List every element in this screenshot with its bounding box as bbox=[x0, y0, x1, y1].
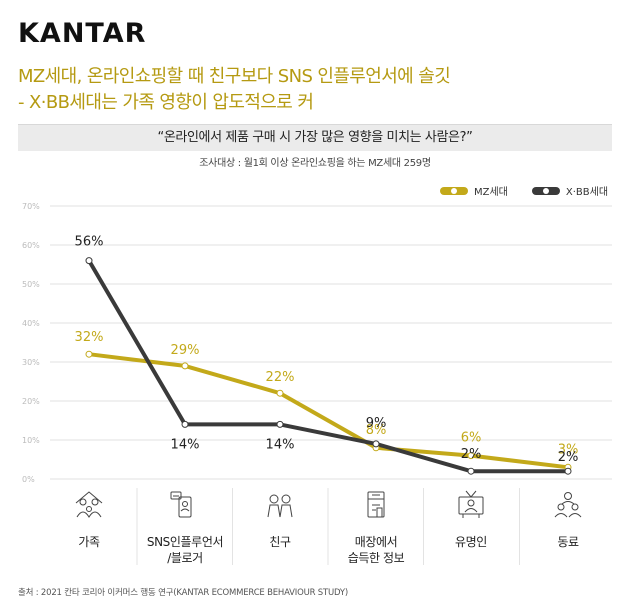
x-tick-label: 유명인 bbox=[421, 534, 521, 550]
x-tick-label-line: 유명인 bbox=[455, 535, 487, 549]
data-point bbox=[467, 467, 475, 475]
data-point bbox=[564, 467, 572, 475]
kantar-logo: KANTAR bbox=[18, 18, 147, 49]
y-tick-label: 0% bbox=[22, 475, 35, 484]
headline: MZ세대, 온라인쇼핑할 때 친구보다 SNS 인플루언서에 솔깃 - X·BB… bbox=[18, 64, 618, 116]
legend-item-mz: MZ세대 bbox=[440, 183, 508, 198]
x-tick-label: 친구 bbox=[230, 534, 330, 550]
question-banner: “온라인에서 제품 구매 시 가장 많은 영향을 미치는 사람은?” bbox=[18, 124, 612, 151]
x-tick-label-line: /블로거 bbox=[167, 551, 203, 565]
legend-swatch-xbb bbox=[531, 186, 560, 195]
data-label: 14% bbox=[266, 437, 295, 452]
survey-note: 조사대상 : 월1회 이상 온라인쇼핑을 하는 MZ세대 259명 bbox=[199, 158, 431, 169]
influencer-phone-icon bbox=[170, 491, 192, 518]
legend-swatch-mz bbox=[440, 186, 468, 195]
x-tick-label-line: 친구 bbox=[269, 535, 291, 549]
data-label: 9% bbox=[366, 416, 387, 431]
y-tick-label: 20% bbox=[22, 397, 40, 406]
data-label: 2% bbox=[461, 447, 482, 462]
celebrity-tv-icon bbox=[458, 490, 484, 518]
data-point bbox=[276, 389, 284, 397]
headline-line2: - X·BB세대는 가족 영향이 압도적으로 커 bbox=[18, 92, 314, 113]
series-line bbox=[87, 258, 570, 474]
chart-legend: MZ세대 X·BB세대 bbox=[440, 183, 608, 198]
y-tick-label: 60% bbox=[22, 241, 40, 250]
data-label: 22% bbox=[266, 370, 295, 385]
y-tick-label: 30% bbox=[22, 358, 40, 367]
x-tick-label-line: 동료 bbox=[557, 535, 579, 549]
line-chart: 0% 10% 20% 30% 40% 50% 60% 70% 32% 29% 22% 8% 6% 3% 56… bbox=[22, 202, 612, 565]
friends-icon bbox=[267, 494, 293, 518]
data-point bbox=[181, 362, 189, 370]
family-icon bbox=[75, 491, 103, 518]
y-tick-label: 70% bbox=[22, 202, 40, 211]
store-info-icon bbox=[367, 491, 385, 518]
data-point bbox=[372, 440, 380, 448]
x-tick-label-line: SNS인플루언서 bbox=[146, 535, 224, 549]
legend-label-mz: MZ세대 bbox=[474, 187, 508, 198]
x-tick-label: SNS인플루언서/블로거 bbox=[135, 534, 235, 566]
data-label: 14% bbox=[171, 437, 200, 452]
x-tick-label: 가족 bbox=[39, 534, 139, 550]
data-point bbox=[85, 257, 93, 265]
data-point bbox=[467, 452, 475, 460]
y-tick-label: 50% bbox=[22, 280, 40, 289]
x-tick-label-line: 가족 bbox=[78, 535, 100, 549]
data-point bbox=[181, 420, 189, 428]
x-tick-label-line: 매장에서 bbox=[354, 535, 398, 549]
source-note: 출처 : 2021 칸타 코리아 이커머스 행동 연구(KANTAR ECOMM… bbox=[18, 588, 349, 598]
series-line bbox=[87, 352, 570, 470]
data-point bbox=[276, 420, 284, 428]
data-label: 56% bbox=[75, 235, 104, 250]
data-point bbox=[85, 350, 93, 358]
data-label: 32% bbox=[75, 330, 104, 345]
y-tick-label: 40% bbox=[22, 319, 40, 328]
data-label: 3% bbox=[558, 442, 579, 457]
colleagues-icon bbox=[554, 492, 582, 518]
x-tick-label-line: 습득한 정보 bbox=[347, 551, 405, 565]
legend-item-xbb: X·BB세대 bbox=[531, 183, 609, 198]
headline-line1: MZ세대, 온라인쇼핑할 때 친구보다 SNS 인플루언서에 솔깃 bbox=[18, 66, 451, 87]
data-label: 8% bbox=[366, 423, 387, 438]
data-label: 2% bbox=[558, 450, 579, 465]
y-tick-label: 10% bbox=[22, 436, 40, 445]
legend-label-xbb: X·BB세대 bbox=[565, 187, 609, 198]
data-label: 6% bbox=[461, 431, 482, 446]
data-label: 29% bbox=[171, 343, 200, 358]
x-tick-label: 동료 bbox=[518, 534, 618, 550]
